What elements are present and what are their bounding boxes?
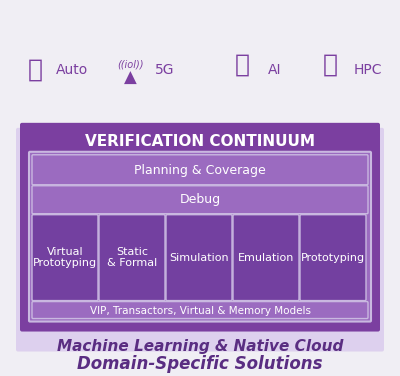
Text: Domain-Specific Solutions: Domain-Specific Solutions — [77, 355, 323, 373]
Text: Static
& Formal: Static & Formal — [107, 247, 157, 268]
Text: Virtual
Prototyping: Virtual Prototyping — [33, 247, 97, 268]
Text: ((iol)): ((iol)) — [117, 60, 143, 70]
Text: 5G: 5G — [155, 63, 175, 77]
FancyBboxPatch shape — [300, 215, 366, 300]
Text: Prototyping: Prototyping — [301, 253, 365, 263]
Text: AI: AI — [268, 63, 282, 77]
FancyBboxPatch shape — [233, 215, 299, 300]
Text: HPC: HPC — [354, 63, 382, 77]
FancyBboxPatch shape — [32, 155, 368, 185]
Text: 🚗: 🚗 — [28, 58, 42, 82]
Text: ▲: ▲ — [124, 69, 136, 87]
Text: Machine Learning & Native Cloud: Machine Learning & Native Cloud — [57, 339, 343, 354]
Text: Auto: Auto — [56, 63, 88, 77]
Text: Planning & Coverage: Planning & Coverage — [134, 164, 266, 177]
FancyBboxPatch shape — [166, 215, 232, 300]
Text: 💻: 💻 — [322, 53, 338, 77]
Text: Simulation: Simulation — [169, 253, 229, 263]
FancyBboxPatch shape — [16, 128, 384, 352]
FancyBboxPatch shape — [20, 123, 380, 332]
Text: Emulation: Emulation — [238, 253, 294, 263]
FancyBboxPatch shape — [32, 302, 368, 318]
FancyBboxPatch shape — [99, 215, 165, 300]
FancyBboxPatch shape — [29, 152, 371, 321]
Text: Debug: Debug — [180, 193, 220, 206]
Text: VERIFICATION CONTINUUM: VERIFICATION CONTINUUM — [85, 134, 315, 149]
Text: 🧠: 🧠 — [234, 53, 250, 77]
Text: VIP, Transactors, Virtual & Memory Models: VIP, Transactors, Virtual & Memory Model… — [90, 306, 310, 315]
FancyBboxPatch shape — [32, 186, 368, 214]
FancyBboxPatch shape — [32, 215, 98, 300]
